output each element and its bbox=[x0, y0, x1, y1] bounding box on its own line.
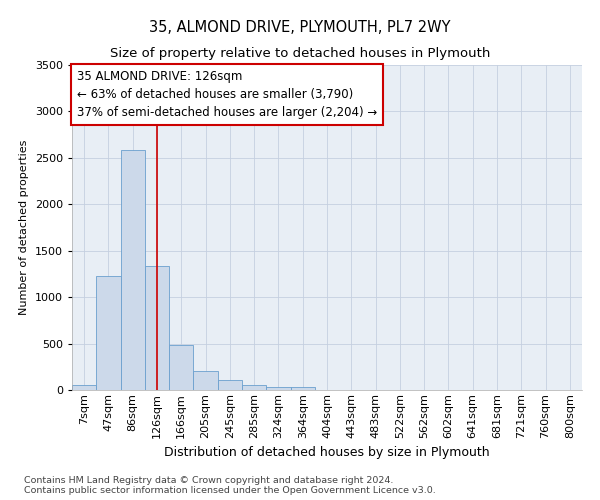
X-axis label: Distribution of detached houses by size in Plymouth: Distribution of detached houses by size … bbox=[164, 446, 490, 459]
Bar bbox=[121, 150, 145, 390]
Bar bbox=[218, 380, 242, 390]
Text: 35 ALMOND DRIVE: 126sqm
← 63% of detached houses are smaller (3,790)
37% of semi: 35 ALMOND DRIVE: 126sqm ← 63% of detache… bbox=[77, 70, 377, 119]
Y-axis label: Number of detached properties: Number of detached properties bbox=[19, 140, 29, 315]
Bar bbox=[145, 266, 169, 390]
Bar bbox=[266, 387, 290, 390]
Text: Contains HM Land Registry data © Crown copyright and database right 2024.: Contains HM Land Registry data © Crown c… bbox=[24, 476, 394, 485]
Bar bbox=[242, 386, 266, 390]
Bar bbox=[290, 387, 315, 390]
Bar bbox=[169, 344, 193, 390]
Text: 35, ALMOND DRIVE, PLYMOUTH, PL7 2WY: 35, ALMOND DRIVE, PLYMOUTH, PL7 2WY bbox=[149, 20, 451, 35]
Text: Size of property relative to detached houses in Plymouth: Size of property relative to detached ho… bbox=[110, 48, 490, 60]
Bar bbox=[72, 386, 96, 390]
Bar bbox=[96, 276, 121, 390]
Bar bbox=[193, 372, 218, 390]
Text: Contains public sector information licensed under the Open Government Licence v3: Contains public sector information licen… bbox=[24, 486, 436, 495]
